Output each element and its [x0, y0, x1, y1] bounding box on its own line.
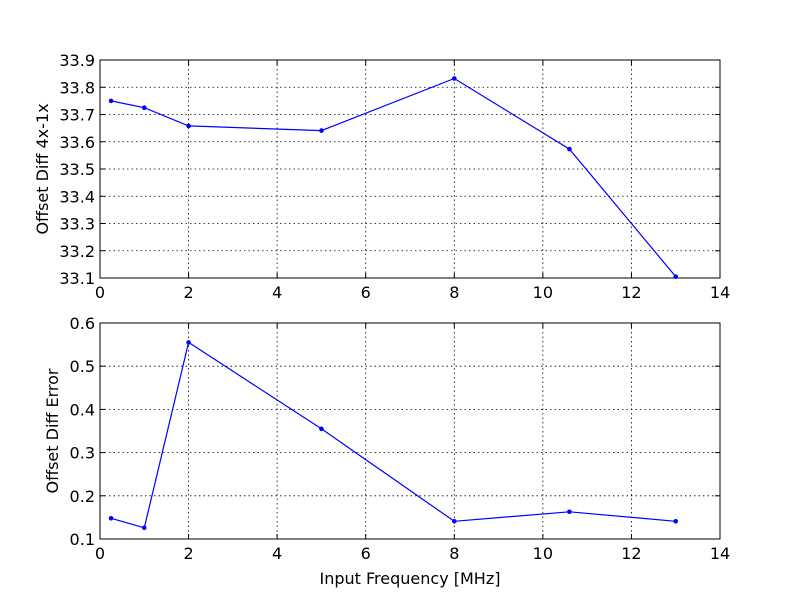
top-x-tick-label: 8: [449, 283, 459, 302]
bottom-y-tick-label: 0.2: [70, 487, 95, 506]
top-data-point: [567, 146, 572, 152]
top-x-tick-label: 14: [710, 283, 730, 302]
x-axis-label: Input Frequency [MHz]: [320, 569, 501, 588]
top-y-tick-label: 33.4: [59, 187, 95, 206]
bottom-ticks: [99, 322, 721, 540]
top-ticks: [99, 59, 721, 279]
bottom-y-tick-label: 0.6: [70, 314, 95, 333]
bottom-data-point: [186, 340, 191, 345]
bottom-x-tick-label: 6: [361, 544, 371, 563]
bottom-x-tick-labels: 0 2 4 6 8 10 12 14: [95, 544, 730, 563]
bottom-plot-frame: [99, 322, 721, 540]
bottom-x-tick-label: 2: [183, 544, 193, 563]
top-x-tick-label: 10: [533, 283, 553, 302]
top-x-tick-labels: 0 2 4 6 8 10 12 14: [95, 283, 730, 302]
bottom-grid: [100, 323, 720, 539]
bottom-subplot: 0 2 4 6 8 10 12 14 0.1 0.2 0.3 0.4 0.5 0.6 Offset Di…: [43, 314, 730, 588]
bottom-data-point: [673, 518, 679, 524]
top-y-tick-label: 33.1: [59, 269, 95, 288]
bottom-series: [108, 340, 679, 531]
top-y-tick-label: 33.5: [59, 160, 95, 179]
bottom-y-axis-label: Offset Diff Error: [43, 368, 62, 493]
top-y-axis-label: Offset Diff 4x-1x: [33, 103, 52, 234]
bottom-data-point: [141, 525, 147, 531]
top-grid: [100, 60, 720, 278]
top-subplot: 0 2 4 6 8 10 12 14 33.1 33.2 33.3 33.4 33.5 33.6 33.7…: [33, 51, 730, 302]
bottom-data-point: [319, 426, 324, 432]
bottom-data-point: [108, 515, 114, 521]
bottom-x-tick-label: 14: [710, 544, 730, 563]
top-series: [108, 76, 679, 279]
top-y-tick-label: 33.8: [59, 78, 95, 97]
bottom-y-tick-labels: 0.1 0.2 0.3 0.4 0.5 0.6: [70, 314, 95, 549]
top-x-tick-label: 6: [361, 283, 371, 302]
bottom-y-tick-label: 0.4: [70, 400, 95, 419]
bottom-data-point: [451, 518, 457, 524]
bottom-data-point: [567, 509, 572, 515]
top-data-point: [108, 98, 114, 104]
top-y-tick-labels: 33.1 33.2 33.3 33.4 33.5 33.6 33.7 33.8 33.9: [59, 51, 95, 288]
top-y-tick-label: 33.7: [59, 106, 95, 125]
top-x-tick-label: 2: [183, 283, 193, 302]
top-data-point: [141, 105, 147, 110]
top-y-tick-label: 33.2: [59, 242, 95, 261]
bottom-x-tick-label: 12: [621, 544, 641, 563]
bottom-x-tick-label: 0: [95, 544, 105, 563]
top-y-tick-label: 33.9: [59, 51, 95, 70]
bottom-y-tick-label: 0.5: [70, 357, 95, 376]
top-x-tick-label: 12: [621, 283, 641, 302]
bottom-x-tick-label: 10: [533, 544, 553, 563]
bottom-y-tick-label: 0.3: [70, 444, 95, 463]
top-x-tick-label: 4: [272, 283, 282, 302]
top-x-tick-label: 0: [95, 283, 105, 302]
bottom-x-tick-label: 4: [272, 544, 282, 563]
bottom-y-tick-label: 0.1: [70, 530, 95, 549]
top-data-point: [319, 128, 324, 133]
top-data-point: [186, 123, 191, 129]
top-data-point: [451, 76, 457, 81]
top-data-point: [673, 274, 679, 279]
top-y-tick-label: 33.3: [59, 215, 95, 234]
bottom-x-tick-label: 8: [449, 544, 459, 563]
top-y-tick-label: 33.6: [59, 133, 95, 152]
